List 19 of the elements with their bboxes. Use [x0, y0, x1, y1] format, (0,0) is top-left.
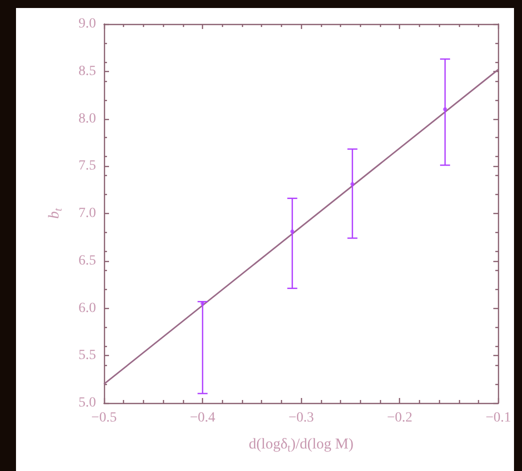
y-tick-label: 5.0	[78, 396, 96, 410]
x-tick-label: −0.4	[190, 410, 216, 426]
point	[443, 107, 448, 112]
point	[200, 302, 205, 306]
y-axis-title: bt	[46, 207, 64, 219]
point	[350, 182, 354, 186]
point	[290, 230, 294, 234]
y-tick-label: 9.0	[78, 16, 96, 32]
y-tick-label: 8.5	[78, 64, 96, 79]
y-tick-label: 7.0	[78, 206, 96, 221]
y-tick-label: 7.5	[78, 158, 96, 174]
x-tick-label: −0.1	[486, 410, 512, 426]
y-tick-label: 8.0	[78, 111, 96, 126]
x-tick-label: −0.5	[91, 410, 117, 426]
y-tick-label: 6.5	[78, 253, 96, 268]
x-tick-label: −0.3	[288, 410, 314, 426]
y-tick-label: 5.5	[78, 348, 96, 364]
x-tick-label: −0.2	[387, 410, 412, 426]
y-tick-label: 6.0	[78, 300, 96, 316]
